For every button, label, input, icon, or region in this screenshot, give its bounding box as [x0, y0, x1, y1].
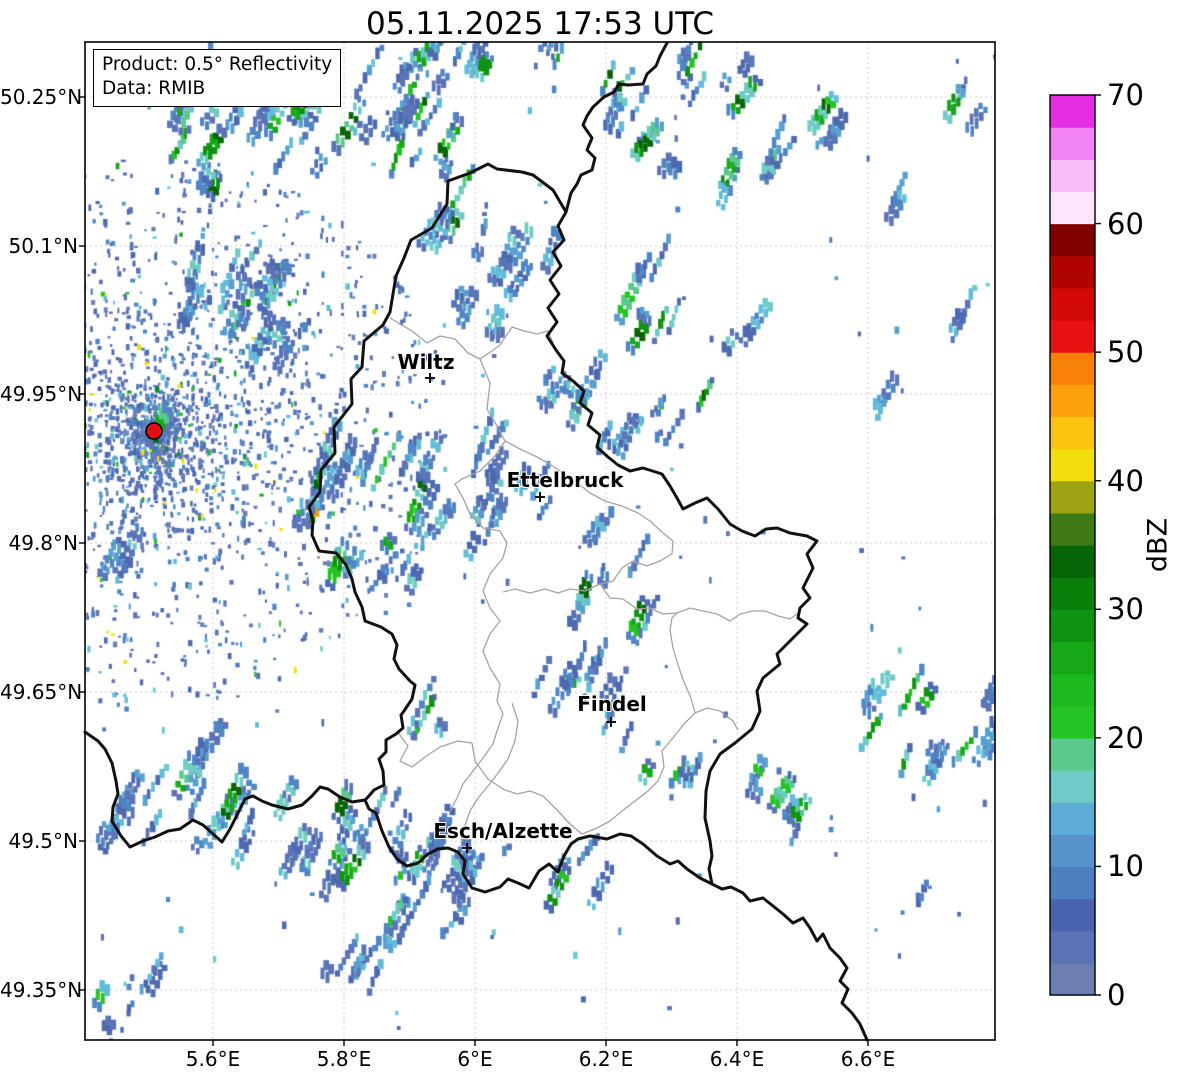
product-info-line2: Data: RMIB: [102, 78, 206, 100]
city-label-ettelbruck: Ettelbruck: [506, 468, 624, 492]
colorbar-segment: [1050, 320, 1095, 353]
x-tick-label-4: 6.4°E: [709, 1047, 765, 1071]
country-border: [710, 882, 869, 1042]
x-tick-label-1: 5.8°E: [316, 1047, 372, 1071]
colorbar-segment: [1050, 737, 1095, 771]
colorbar-segment: [1050, 448, 1095, 482]
colorbar-segment: [1050, 770, 1095, 803]
product-info-box: Product: 0.5° Reflectivity Data: RMIB: [93, 49, 342, 107]
country-border: [83, 730, 367, 849]
colorbar-segment: [1050, 287, 1095, 321]
colorbar-segment: [1050, 255, 1095, 289]
country-border: [564, 41, 669, 214]
product-info-line1: Product: 0.5° Reflectivity: [102, 54, 333, 75]
colorbar-segment: [1050, 705, 1095, 739]
colorbar-axis-label: dBZ: [1142, 517, 1174, 573]
colorbar-tick-label-5: 50: [1107, 335, 1144, 370]
colorbar-tick-label-6: 60: [1107, 206, 1144, 241]
x-tick-label-2: 6°E: [457, 1047, 493, 1071]
canton-border: [449, 358, 508, 812]
country-border: [363, 798, 714, 894]
colorbar-segment: [1050, 95, 1095, 128]
colorbar-tick-label-2: 20: [1107, 720, 1144, 755]
canton-border: [502, 440, 674, 594]
x-tick-label-3: 6.2°E: [578, 1047, 634, 1071]
y-tick-label-1: 50.1°N: [8, 234, 79, 258]
colorbar-segment: [1050, 962, 1095, 996]
colorbar-segment: [1050, 223, 1095, 257]
city-label-findel: Findel: [577, 692, 647, 716]
colorbar-segment: [1050, 609, 1095, 643]
colorbar-segment: [1050, 802, 1095, 835]
colorbar-segment: [1050, 352, 1095, 385]
y-tick-label-0: 50.25°N: [0, 85, 83, 109]
country-border: [307, 162, 568, 802]
colorbar-segment: [1050, 641, 1095, 675]
city-label-wiltz: Wiltz: [397, 350, 455, 374]
colorbar-tick-label-4: 40: [1107, 463, 1144, 498]
x-tick-label-0: 5.6°E: [185, 1047, 241, 1071]
colorbar-tick-label-0: 0: [1107, 978, 1126, 1012]
colorbar-segment: [1050, 673, 1095, 707]
colorbar-segment: [1050, 898, 1095, 932]
colorbar-tick-label-7: 70: [1107, 78, 1144, 112]
y-tick-label-6: 49.35°N: [0, 978, 83, 1002]
country-border: [545, 210, 819, 886]
canton-border: [389, 317, 557, 360]
y-tick-label-3: 49.8°N: [8, 531, 79, 555]
colorbar-tick-label-3: 30: [1107, 592, 1144, 627]
colorbar-tick-label-1: 10: [1107, 849, 1144, 884]
radar-site-marker: [145, 422, 163, 440]
colorbar-segment: [1050, 512, 1095, 546]
canton-border: [396, 707, 739, 835]
colorbar-frame: [1049, 94, 1096, 996]
colorbar-segment: [1050, 866, 1095, 900]
colorbar-segment: [1050, 416, 1095, 450]
canton-border: [461, 702, 519, 843]
colorbar-segment: [1050, 834, 1095, 868]
page-title: 05.11.2025 17:53 UTC: [366, 6, 714, 42]
canton-border: [599, 583, 801, 622]
y-tick-label-2: 49.95°N: [0, 382, 83, 406]
axes-frame: [84, 41, 996, 1041]
colorbar-segment: [1050, 577, 1095, 610]
colorbar-segment: [1050, 127, 1095, 160]
city-label-esch-alzette: Esch/Alzette: [433, 819, 573, 843]
colorbar-segment: [1050, 191, 1095, 225]
colorbar-segment: [1050, 480, 1095, 514]
y-tick-label-4: 49.65°N: [0, 680, 83, 704]
x-tick-label-5: 6.6°E: [840, 1047, 896, 1071]
y-tick-label-5: 49.5°N: [8, 829, 79, 853]
colorbar-segment: [1050, 159, 1095, 193]
colorbar-segment: [1050, 384, 1095, 418]
canton-border: [669, 612, 696, 714]
colorbar-segment: [1050, 545, 1095, 578]
colorbar-segment: [1050, 930, 1095, 964]
